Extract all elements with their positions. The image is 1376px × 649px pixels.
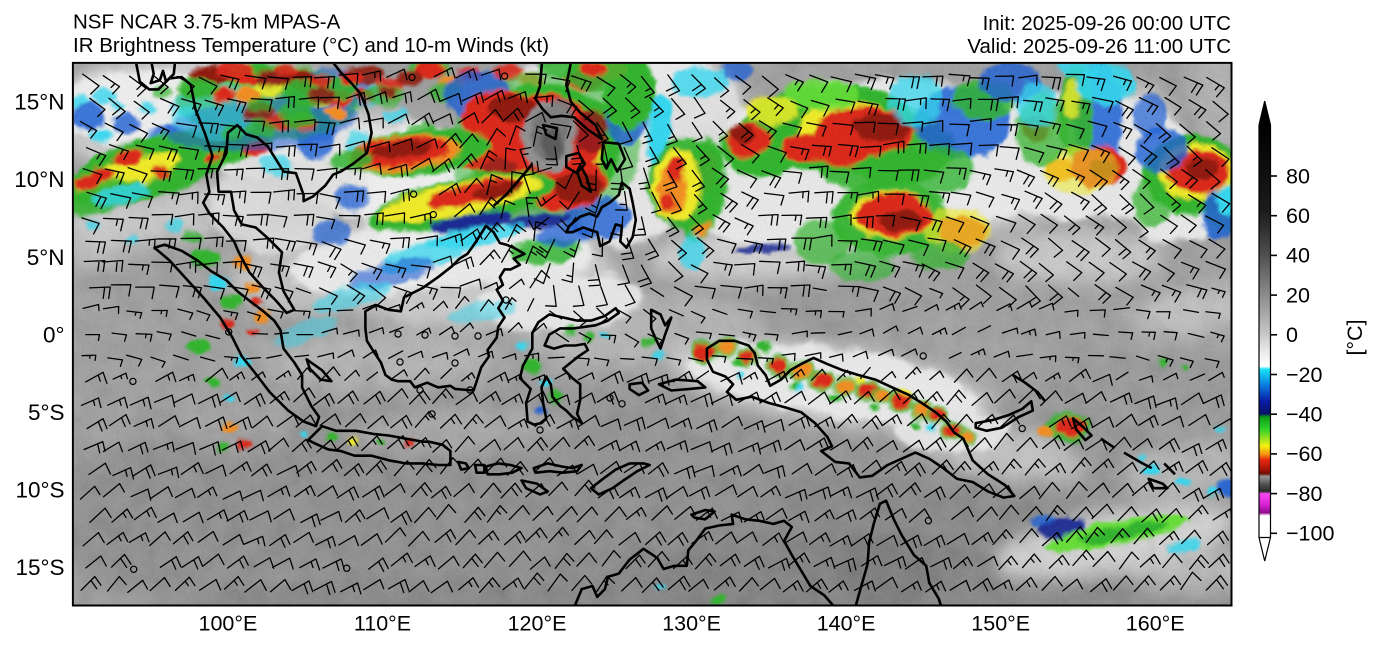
svg-text:5°S: 5°S — [28, 400, 65, 425]
svg-text:−60: −60 — [1286, 442, 1323, 466]
svg-text:150°E: 150°E — [971, 612, 1030, 636]
svg-text:10°N: 10°N — [14, 167, 64, 192]
svg-text:80: 80 — [1286, 164, 1310, 188]
svg-text:−40: −40 — [1286, 403, 1323, 427]
svg-text:60: 60 — [1286, 204, 1310, 228]
svg-text:5°N: 5°N — [27, 245, 65, 270]
svg-text:NSF NCAR 3.75-km MPAS-A: NSF NCAR 3.75-km MPAS-A — [73, 11, 341, 34]
svg-text:10°S: 10°S — [15, 478, 64, 503]
svg-text:Valid: 2025-09-26 11:00 UTC: Valid: 2025-09-26 11:00 UTC — [967, 35, 1231, 58]
svg-text:15°S: 15°S — [15, 555, 64, 580]
svg-text:−20: −20 — [1286, 363, 1323, 387]
svg-text:110°E: 110°E — [354, 612, 411, 636]
svg-text:160°E: 160°E — [1126, 612, 1185, 636]
svg-text:40: 40 — [1286, 244, 1310, 268]
svg-text:IR Brightness Temperature (°C): IR Brightness Temperature (°C) and 10-m … — [73, 34, 549, 57]
svg-text:140°E: 140°E — [817, 612, 876, 636]
svg-text:0: 0 — [1286, 323, 1298, 347]
svg-text:100°E: 100°E — [198, 612, 257, 636]
svg-text:15°N: 15°N — [14, 90, 64, 115]
svg-text:0°: 0° — [43, 322, 65, 347]
svg-text:120°E: 120°E — [508, 612, 567, 636]
svg-text:−80: −80 — [1286, 482, 1323, 506]
svg-text:20: 20 — [1286, 283, 1310, 307]
svg-text:Init: 2025-09-26 00:00 UTC: Init: 2025-09-26 00:00 UTC — [983, 12, 1232, 35]
svg-text:−100: −100 — [1286, 522, 1334, 546]
svg-text:130°E: 130°E — [662, 612, 721, 636]
svg-text:[°C]: [°C] — [1343, 319, 1367, 355]
